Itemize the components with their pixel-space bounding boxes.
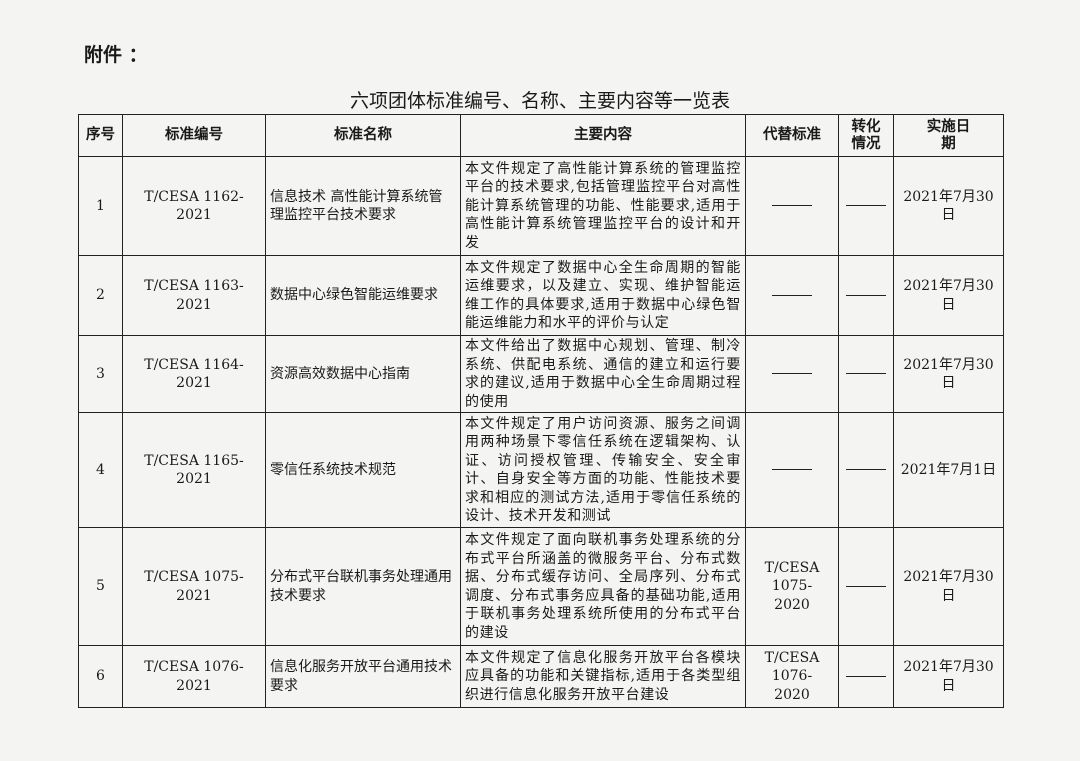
effective-date: 2021年7月1日 — [893, 412, 1004, 528]
row-number: 1 — [78, 156, 123, 256]
conversion-status — [838, 412, 894, 528]
row-number: 3 — [78, 335, 123, 413]
replaced-standard — [745, 412, 839, 528]
dash-placeholder — [846, 469, 886, 471]
row-number: 2 — [78, 255, 123, 336]
dash-placeholder — [846, 205, 886, 207]
conversion-status — [838, 255, 894, 336]
conversion-status — [838, 335, 894, 413]
dash-placeholder — [846, 373, 886, 375]
standard-code: T/CESA 1076-2021 — [122, 645, 266, 708]
table-row: 4 T/CESA 1165-2021 零信任系统技术规范 本文件规定了用户访问资源、服… — [78, 412, 1004, 528]
effective-date: 2021年7月30日 — [893, 335, 1004, 413]
effective-date: 2021年7月30日 — [893, 156, 1004, 256]
standard-code: T/CESA 1075-2021 — [122, 527, 266, 646]
header-code: 标准编号 — [122, 114, 266, 157]
dash-placeholder — [846, 294, 886, 296]
row-number: 6 — [78, 645, 123, 708]
header-date: 实施日期 — [893, 114, 1004, 157]
main-content: 本文件规定了数据中心全生命周期的智能运维要求，以及建立、实现、维护智能运维工作的… — [460, 255, 746, 336]
standard-name: 资源高效数据中心指南 — [265, 335, 461, 413]
header-no: 序号 — [78, 114, 123, 157]
standard-name: 信息技术 高性能计算系统管理监控平台技术要求 — [265, 156, 461, 256]
standard-name: 信息化服务开放平台通用技术要求 — [265, 645, 461, 708]
conversion-status — [838, 156, 894, 256]
replaced-standard: T/CESA 1075-2020 — [745, 527, 839, 646]
replaced-standard — [745, 156, 839, 256]
row-number: 5 — [78, 527, 123, 646]
replaced-standard: T/CESA 1076-2020 — [745, 645, 839, 708]
main-content: 本文件规定了用户访问资源、服务之间调用两种场景下零信任系统在逻辑架构、认证、访问… — [460, 412, 746, 528]
effective-date: 2021年7月30日 — [893, 645, 1004, 708]
main-content: 本文件给出了数据中心规划、管理、制冷系统、供配电系统、通信的建立和运行要求的建议… — [460, 335, 746, 413]
header-replaces: 代替标准 — [745, 114, 839, 157]
table-row: 6 T/CESA 1076-2021 信息化服务开放平台通用技术要求 本文件规定了信息… — [78, 645, 1004, 708]
table-row: 3 T/CESA 1164-2021 资源高效数据中心指南 本文件给出了数据中心规划、… — [78, 335, 1004, 413]
table-row: 2 T/CESA 1163-2021 数据中心绿色智能运维要求 本文件规定了数据中心全… — [78, 255, 1004, 336]
table-row: 5 T/CESA 1075-2021 分布式平台联机事务处理通用技术要求 本文件规定了… — [78, 527, 1004, 646]
effective-date: 2021年7月30日 — [893, 527, 1004, 646]
main-content: 本文件规定了信息化服务开放平台各模块应具备的功能和关键指标,适用于各类型组织进行… — [460, 645, 746, 708]
conversion-status — [838, 527, 894, 646]
dash-placeholder — [772, 294, 812, 296]
standard-code: T/CESA 1164-2021 — [122, 335, 266, 413]
main-content: 本文件规定了面向联机事务处理系统的分布式平台所涵盖的微服务平台、分布式数据、分布… — [460, 527, 746, 646]
dash-placeholder — [846, 675, 886, 677]
row-number: 4 — [78, 412, 123, 528]
header-conversion: 转化情况 — [838, 114, 894, 157]
table-row: 1 T/CESA 1162-2021 信息技术 高性能计算系统管理监控平台技术要求本… — [78, 156, 1004, 256]
dash-placeholder — [772, 205, 812, 207]
dash-placeholder — [772, 469, 812, 471]
table-header-row: 序号 标准编号 标准名称 主要内容 代替标准 转化情况 实施日期 — [78, 114, 1004, 157]
replaced-standard — [745, 255, 839, 336]
dash-placeholder — [846, 585, 886, 587]
standard-code: T/CESA 1163-2021 — [122, 255, 266, 336]
standards-table: 序号 标准编号 标准名称 主要内容 代替标准 转化情况 实施日期 1 T/CESA… — [78, 114, 1004, 708]
effective-date: 2021年7月30日 — [893, 255, 1004, 336]
standard-name: 分布式平台联机事务处理通用技术要求 — [265, 527, 461, 646]
attachment-label: 附件 ： — [84, 44, 148, 66]
standard-name: 数据中心绿色智能运维要求 — [265, 255, 461, 336]
document-title: 六项团体标准编号、名称、主要内容等一览表 — [349, 90, 730, 112]
header-content: 主要内容 — [460, 114, 746, 157]
conversion-status — [838, 645, 894, 708]
standard-code: T/CESA 1165-2021 — [122, 412, 266, 528]
main-content: 本文件规定了高性能计算系统的管理监控平台的技术要求,包括管理监控平台对高性能计算… — [460, 156, 746, 256]
standard-name: 零信任系统技术规范 — [265, 412, 461, 528]
dash-placeholder — [772, 373, 812, 375]
header-name: 标准名称 — [265, 114, 461, 157]
replaced-standard — [745, 335, 839, 413]
standard-code: T/CESA 1162-2021 — [122, 156, 266, 256]
